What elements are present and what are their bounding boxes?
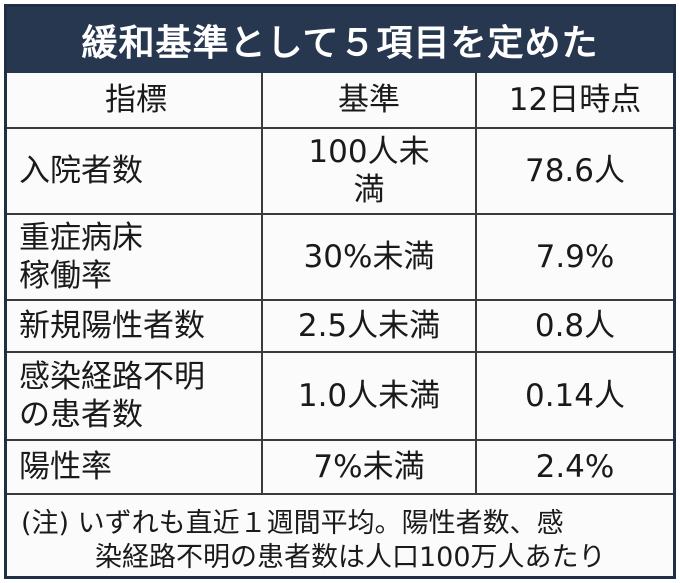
current-cell: 78.6人 [476,128,673,215]
infographic-title: 緩和基準として５項目を定めた [7,7,673,73]
indicator-cell: 新規陽性者数 [7,300,263,353]
indicator-cell: 入院者数 [7,128,263,215]
header-indicator: 指標 [7,73,263,129]
indicator-cell: 重症病床 稼働率 [7,214,263,301]
footnote: (注) いずれも直近１週間平均。陽性者数、感 染経路不明の患者数は人口100万人… [21,507,661,575]
table-row: 陽性率 7%未満 2.4% [7,440,673,495]
standard-cell: 2.5人未満 [262,300,477,353]
table-row: 入院者数 100人未満 78.6人 [7,128,673,215]
indicator-cell: 感染経路不明 の患者数 [7,352,263,441]
indicator-cell: 陽性率 [7,440,263,495]
standard-cell: 30%未満 [262,214,477,301]
table-header-row: 指標 基準 12日時点 [7,73,673,129]
footnote-line-1: (注) いずれも直近１週間平均。陽性者数、感 [21,508,564,539]
header-standard: 基準 [262,73,477,129]
current-cell: 0.14人 [476,352,673,441]
standard-cell: 7%未満 [262,440,477,495]
table-row: 重症病床 稼働率 30%未満 7.9% [7,214,673,301]
infographic-frame: 緩和基準として５項目を定めた 指標 基準 12日時点 入院者数 100人未満 7… [4,4,676,579]
header-current: 12日時点 [476,73,673,129]
standard-cell: 100人未満 [262,128,477,215]
standard-cell: 1.0人未満 [262,352,477,441]
criteria-table: 指標 基準 12日時点 入院者数 100人未満 78.6人 重症病床 稼働率 30… [7,73,673,495]
footnote-line-2: 染経路不明の患者数は人口100万人あたり [95,542,606,573]
current-cell: 2.4% [476,440,673,495]
current-cell: 0.8人 [476,300,673,353]
table-row: 新規陽性者数 2.5人未満 0.8人 [7,300,673,353]
current-cell: 7.9% [476,214,673,301]
table-row: 感染経路不明 の患者数 1.0人未満 0.14人 [7,352,673,441]
